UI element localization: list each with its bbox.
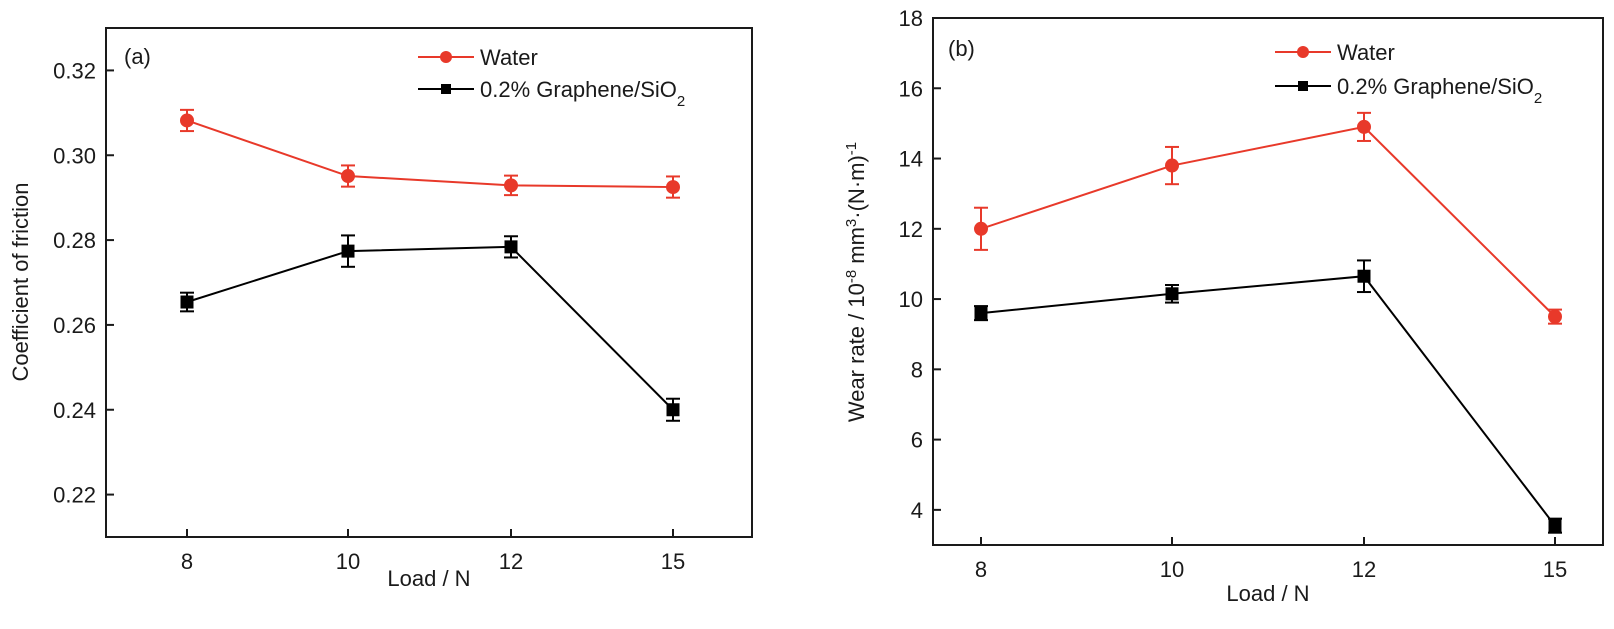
series-graphene-sio2 — [180, 234, 680, 422]
y-axis-label-superscript: -8 — [843, 270, 860, 283]
x-tick-label: 10 — [1160, 557, 1184, 582]
legend-marker — [441, 84, 451, 94]
data-point — [1548, 519, 1562, 533]
x-tick-label: 8 — [975, 557, 987, 582]
y-axis-label-part: mm — [844, 227, 869, 270]
data-point — [1165, 287, 1179, 301]
legend-label-text: 0.2% Graphene/SiO — [1337, 74, 1534, 99]
y-axis-label: Coefficient of friction — [8, 183, 33, 382]
legend-entry-water: Water — [1275, 40, 1395, 65]
y-tick-label: 4 — [911, 498, 923, 523]
panel-label: (b) — [948, 36, 975, 61]
data-point — [1357, 119, 1371, 134]
x-axis-label: Load / N — [387, 566, 470, 591]
series-water — [974, 111, 1562, 325]
x-axis-label: Load / N — [1226, 581, 1309, 606]
legend-label: 0.2% Graphene/SiO2 — [480, 77, 685, 110]
series-water — [180, 108, 680, 199]
chart-panel-a: 0.22 0.24 0.26 0.28 0.30 0.32 8 10 12 15 Load / N C… — [8, 27, 753, 591]
data-point — [1165, 158, 1179, 173]
data-point — [504, 178, 518, 193]
y-tick-label: 16 — [899, 76, 923, 101]
x-tick-label: 10 — [336, 549, 360, 574]
legend-entry-water: Water — [418, 45, 538, 70]
y-axis-label-superscript: -1 — [843, 142, 860, 155]
legend-marker — [1298, 81, 1308, 91]
series-line — [186, 245, 674, 411]
legend-label-subscript: 2 — [677, 93, 685, 110]
y-tick-label: 0.28 — [53, 228, 96, 253]
data-point — [974, 221, 988, 236]
series-line — [980, 275, 1556, 527]
y-axis-label: Wear rate / 10-8 mm3·(N·m)-1 — [843, 142, 870, 422]
data-point — [504, 240, 518, 254]
chart-panel-b: 4 6 8 10 12 14 16 18 8 10 12 15 Load / N Wear rate / … — [843, 6, 1604, 606]
y-axis-label-part: ·(N·m) — [844, 155, 869, 219]
y-tick-label: 8 — [911, 357, 923, 382]
data-point — [1548, 309, 1562, 324]
legend-label-subscript: 2 — [1534, 90, 1542, 107]
x-tick-label: 12 — [499, 549, 523, 574]
data-point — [341, 244, 355, 258]
y-tick-label: 12 — [899, 217, 923, 242]
x-tick-label: 8 — [181, 549, 193, 574]
legend-entry-graphene-sio2: 0.2% Graphene/SiO2 — [418, 77, 685, 110]
y-axis-label-superscript: 3 — [843, 219, 860, 227]
series-line — [980, 125, 1556, 318]
x-tick-label: 15 — [1543, 557, 1567, 582]
legend-label: Water — [480, 45, 538, 70]
y-tick-label: 14 — [899, 147, 923, 172]
data-point — [341, 169, 355, 184]
plot-frame — [932, 17, 1604, 546]
data-point — [180, 113, 194, 128]
y-axis-label-part: Wear rate / 10 — [844, 283, 869, 422]
y-tick-label: 10 — [899, 287, 923, 312]
x-tick-label: 15 — [661, 549, 685, 574]
plot-frame — [105, 27, 753, 538]
y-tick-label: 0.32 — [53, 58, 96, 83]
panel-label: (a) — [124, 44, 151, 69]
data-point — [974, 306, 988, 320]
x-tick-label: 12 — [1352, 557, 1376, 582]
data-point — [180, 295, 194, 309]
series-graphene-sio2 — [974, 259, 1562, 534]
legend-entry-graphene-sio2: 0.2% Graphene/SiO2 — [1275, 74, 1542, 107]
y-tick-label: 18 — [899, 6, 923, 31]
data-point — [666, 180, 680, 195]
y-tick-label: 0.24 — [53, 398, 96, 423]
legend-label-text: Water — [1337, 40, 1395, 65]
legend-label-text: Water — [480, 45, 538, 70]
series-line — [186, 119, 674, 189]
data-point — [1357, 269, 1371, 283]
legend-label: Water — [1337, 40, 1395, 65]
legend-marker — [1297, 46, 1309, 58]
legend-marker — [440, 51, 452, 63]
y-tick-label: 0.30 — [53, 143, 96, 168]
y-tick-label: 6 — [911, 428, 923, 453]
y-tick-label: 0.22 — [53, 483, 96, 508]
y-tick-label: 0.26 — [53, 313, 96, 338]
data-point — [666, 403, 680, 417]
legend-label-text: 0.2% Graphene/SiO — [480, 77, 677, 102]
legend-label: 0.2% Graphene/SiO2 — [1337, 74, 1542, 107]
